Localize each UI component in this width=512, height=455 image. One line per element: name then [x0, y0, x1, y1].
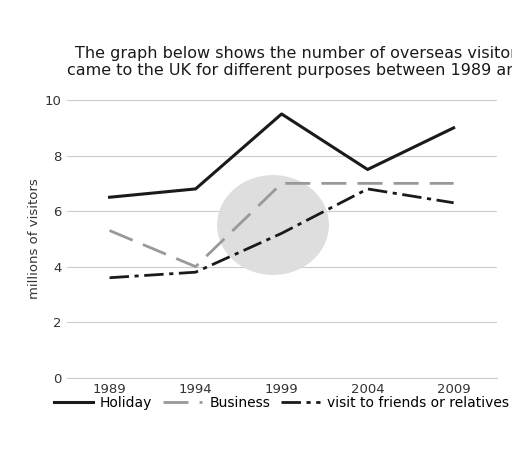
Ellipse shape	[217, 175, 329, 275]
Y-axis label: millions of visitors: millions of visitors	[28, 178, 40, 299]
Legend: Holiday, Business, visit to friends or relatives: Holiday, Business, visit to friends or r…	[49, 390, 512, 415]
Text: G: G	[252, 198, 304, 258]
Text: The graph below shows the number of overseas visitors who
came to the UK for dif: The graph below shows the number of over…	[67, 46, 512, 78]
